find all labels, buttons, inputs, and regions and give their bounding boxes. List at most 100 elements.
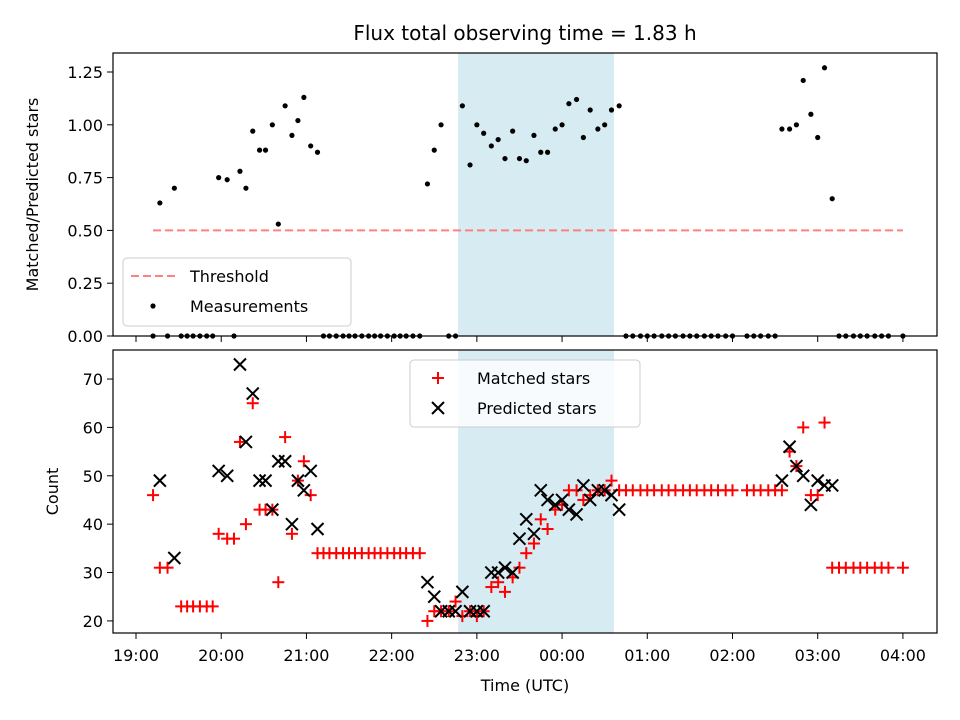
predicted-star-point (789, 459, 804, 473)
measurement-point (488, 143, 494, 149)
predicted-marker-b (804, 498, 818, 512)
predicted-marker-b (420, 575, 435, 589)
predicted-marker-b (540, 493, 555, 507)
measurement-point (301, 94, 307, 100)
x-tick-label: 21:00 (283, 646, 329, 665)
predicted-star-point (527, 527, 541, 541)
measurement-point (243, 185, 249, 191)
predicted-marker-b (220, 469, 234, 483)
predicted-marker-b (782, 440, 797, 454)
matched-star-point (513, 561, 526, 574)
matched-star-point (297, 455, 310, 468)
predicted-star-point (604, 488, 619, 502)
count-y-axis-label: Count (43, 468, 62, 516)
matched-star-point (147, 489, 160, 502)
measurement-point (544, 149, 551, 155)
matched-star-point (605, 474, 618, 487)
x-tick-label: 19:00 (113, 646, 159, 665)
measurement-point (157, 200, 163, 206)
predicted-marker-b (455, 585, 470, 599)
matched-star-point (161, 561, 174, 574)
predicted-marker-b (246, 386, 260, 401)
predicted-star-point (285, 517, 299, 531)
predicted-star-point (448, 604, 463, 618)
matched-star-point (239, 518, 252, 531)
legend-measurements-label: Measurements (190, 297, 308, 316)
predicted-star-point (310, 522, 325, 536)
matched-star-point (570, 484, 583, 497)
predicted-marker-b (583, 493, 597, 507)
x-tick-label: 23:00 (454, 646, 500, 665)
measurement-point (523, 158, 529, 164)
predicted-star-point (476, 604, 491, 618)
matched-star-point (797, 421, 810, 434)
time-x-ticks: 19:00 20:00 21:00 22:00 23:00 00:00 01:00 02:00… (113, 633, 926, 665)
predicted-star-point (239, 435, 253, 449)
predicted-star-point (534, 483, 548, 497)
predicted-marker-b (789, 459, 804, 473)
predicted-marker-b (167, 551, 182, 565)
counts-legend-box (409, 359, 641, 428)
legend-threshold-label: Threshold (189, 267, 269, 286)
measurement-point (256, 147, 263, 153)
predicted-star-point (505, 565, 520, 580)
measurement-point (808, 111, 814, 117)
predicted-star-point (153, 473, 167, 488)
measurement-point (602, 122, 608, 128)
predicted-star-point (548, 498, 562, 512)
matched-star-point (485, 581, 498, 594)
matched-star-point (449, 595, 462, 608)
matched-star-point (577, 493, 590, 506)
predicted-star-point (167, 551, 182, 565)
y-tick-label: 30 (83, 564, 103, 583)
predicted-star-point (775, 473, 789, 488)
matched-star-point (726, 484, 739, 497)
measurement-point (608, 107, 615, 113)
predicted-star-point (303, 464, 318, 478)
y-tick-label: 1.25 (67, 63, 103, 82)
measurement-point (595, 126, 601, 132)
ratio-legend-box (122, 257, 352, 327)
predicted-marker-b (810, 473, 825, 488)
ratio-plot-frame (112, 52, 938, 337)
matched-star-point (882, 561, 895, 574)
predicted-star-point (297, 483, 311, 497)
measurement-point (481, 130, 487, 136)
measurement-point (552, 126, 558, 132)
predicted-star-point (211, 464, 226, 478)
predicted-marker-b (239, 435, 253, 449)
predicted-marker-b (491, 565, 505, 580)
measurement-point (262, 147, 269, 153)
measurement-point (216, 175, 222, 181)
predicted-star-point (583, 493, 597, 507)
measurement-point (275, 221, 281, 227)
measurement-point (237, 168, 243, 174)
predicted-marker-b (265, 502, 280, 517)
measurement-point (295, 117, 301, 124)
measurement-point (282, 103, 288, 109)
predicted-marker-b (310, 522, 325, 536)
predicted-star-point (612, 502, 626, 517)
ratio-y-ticks: 0.00 0.25 0.50 0.75 1.00 1.25 (67, 63, 113, 346)
predicted-marker-b (498, 560, 512, 575)
x-tick-label: 20:00 (198, 646, 244, 665)
measurement-point (438, 122, 444, 128)
matched-star-point (285, 527, 298, 540)
legend-matched-label: Matched stars (477, 369, 590, 388)
ratio-x-ticks (135, 336, 904, 342)
measurement-point (800, 77, 806, 84)
chart-title: Flux total observing time = 1.83 h (353, 21, 696, 45)
count-plot-frame (112, 349, 938, 634)
matched-star-point (818, 416, 831, 429)
predicted-marker-b (796, 469, 810, 483)
matched-star-point (534, 513, 547, 526)
x-tick-label: 04:00 (880, 646, 926, 665)
measurements-series (150, 65, 906, 339)
predicted-marker-b (278, 454, 292, 468)
matched-star-point (421, 614, 434, 627)
measurement-point (250, 128, 256, 134)
x-tick-label: 03:00 (795, 646, 841, 665)
measurement-point (566, 101, 572, 107)
measurement-point (467, 162, 473, 168)
predicted-marker-b (775, 473, 789, 488)
